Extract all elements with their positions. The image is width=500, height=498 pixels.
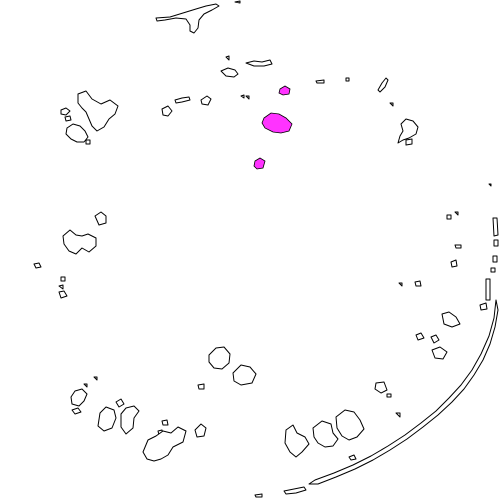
- island: [71, 407, 82, 415]
- island: [397, 118, 419, 144]
- island: [115, 398, 125, 408]
- island: [415, 332, 425, 341]
- island: [142, 426, 187, 462]
- island: [431, 346, 448, 360]
- island: [454, 244, 462, 249]
- island: [77, 90, 119, 132]
- island: [60, 107, 71, 116]
- island: [220, 67, 239, 78]
- island: [395, 412, 401, 418]
- island: [490, 267, 496, 273]
- island: [493, 239, 499, 247]
- island: [312, 420, 339, 448]
- island: [479, 302, 488, 311]
- island: [348, 454, 357, 461]
- island: [245, 59, 273, 67]
- island: [120, 405, 140, 435]
- island: [315, 79, 325, 84]
- island: [64, 115, 72, 122]
- island: [374, 381, 388, 394]
- island: [97, 406, 117, 432]
- island: [405, 138, 413, 146]
- island: [85, 139, 91, 145]
- island: [389, 102, 394, 107]
- island: [488, 183, 492, 187]
- island: [492, 255, 498, 263]
- island: [65, 123, 89, 143]
- island: [386, 393, 392, 398]
- island: [232, 364, 257, 386]
- island: [234, 0, 241, 4]
- island: [62, 229, 97, 255]
- island: [94, 211, 107, 226]
- island: [197, 383, 205, 390]
- island: [454, 211, 459, 216]
- island: [240, 94, 245, 99]
- island: [161, 419, 169, 426]
- island: [485, 278, 491, 301]
- island: [450, 259, 458, 268]
- island: [283, 486, 307, 495]
- island: [194, 423, 207, 438]
- highlighted-island: [253, 157, 266, 170]
- island: [335, 409, 365, 441]
- island: [93, 376, 98, 381]
- island-outlines: [33, 0, 499, 498]
- island: [441, 311, 461, 328]
- island: [430, 334, 440, 344]
- barrier-coastline: [308, 299, 499, 485]
- island: [492, 217, 499, 237]
- island: [200, 95, 212, 106]
- island: [377, 77, 389, 93]
- highlighted-islands: [253, 85, 293, 170]
- island: [58, 284, 64, 290]
- island: [155, 3, 220, 34]
- island: [208, 346, 231, 370]
- highlighted-island: [278, 85, 291, 96]
- island: [225, 55, 230, 61]
- island: [83, 383, 88, 388]
- island: [284, 424, 310, 458]
- island: [33, 262, 42, 269]
- island: [254, 493, 263, 498]
- island: [70, 388, 88, 407]
- island: [60, 276, 66, 282]
- island: [58, 290, 68, 299]
- island: [345, 77, 350, 82]
- island: [398, 282, 403, 287]
- island: [161, 105, 173, 117]
- island: [245, 95, 250, 100]
- island: [446, 214, 452, 220]
- highlighted-island: [261, 112, 293, 134]
- island: [174, 96, 191, 104]
- island: [414, 280, 422, 287]
